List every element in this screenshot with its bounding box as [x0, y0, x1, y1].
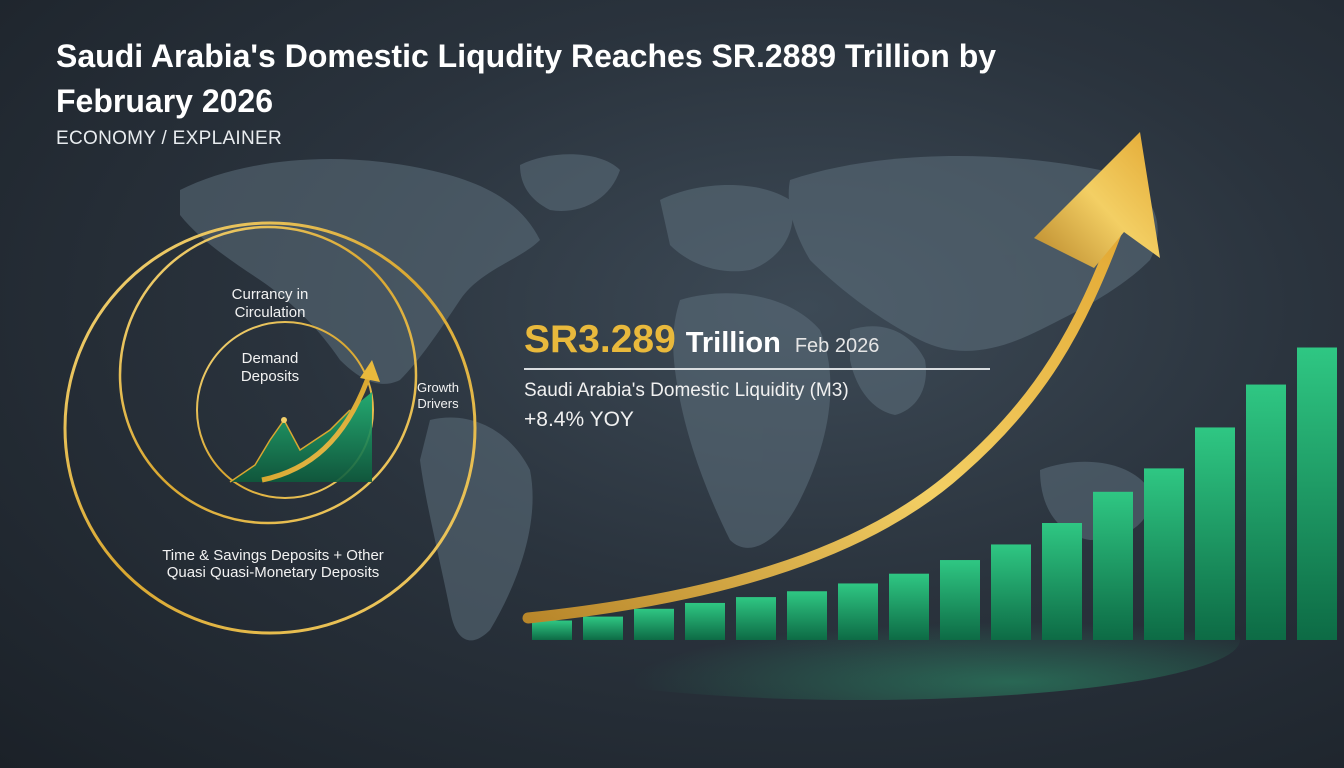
growth-bar: [940, 560, 980, 640]
mini-chart-point: [281, 417, 287, 423]
currency-in-circulation-label: Currancy in Circulation: [231, 286, 309, 321]
growth-bar: [1093, 491, 1133, 640]
growth-bar: [838, 583, 878, 640]
page-title: Saudi Arabia's Domestic Liqudity Reaches…: [56, 38, 997, 119]
inner-ring: [196, 321, 374, 499]
demand-deposits-label: Demand Deposits: [240, 350, 300, 385]
mini-arrow-head: [360, 360, 380, 382]
time-savings-deposits-label: Time & Savings Deposits + Other Quasi Qu…: [162, 547, 384, 581]
mini-growth-line: [229, 409, 351, 483]
liquidity-date: Feb 2026: [794, 335, 880, 357]
growth-bar: [1144, 468, 1184, 640]
growth-arrow-shaft: [522, 222, 1124, 624]
growth-bar: [1042, 523, 1082, 640]
growth-bar: [532, 620, 572, 640]
mini-growth-arrow: [261, 377, 371, 483]
category-label: ECONOMY / EXPLAINER: [56, 128, 283, 149]
liquidity-unit: Trillion: [685, 327, 781, 359]
growth-bar: [991, 544, 1031, 640]
growth-bar: [634, 608, 674, 640]
growth-bar: [583, 616, 623, 640]
headline-divider: [524, 368, 990, 370]
growth-arrow-head: [1034, 132, 1160, 268]
growth-bar: [889, 573, 929, 640]
mini-growth-chart: [230, 392, 372, 482]
growth-bar: [1195, 427, 1235, 640]
growth-bar: [1246, 384, 1286, 640]
growth-bar: [787, 591, 827, 640]
middle-ring: [118, 225, 418, 525]
liquidity-subtitle: Saudi Arabia's Domestic Liquidity (M3): [524, 380, 849, 401]
yoy-change: +8.4% YOY: [524, 408, 634, 431]
growth-drivers-label: Growth Drivers: [417, 380, 459, 411]
growth-bar: [736, 597, 776, 640]
liquidity-value: SR3.289: [524, 318, 676, 361]
growth-bar: [685, 602, 725, 640]
growth-bar: [1297, 347, 1337, 640]
outer-ring: [63, 221, 477, 635]
headline-figure: SR3.289 Trillion Feb 2026: [524, 318, 879, 362]
